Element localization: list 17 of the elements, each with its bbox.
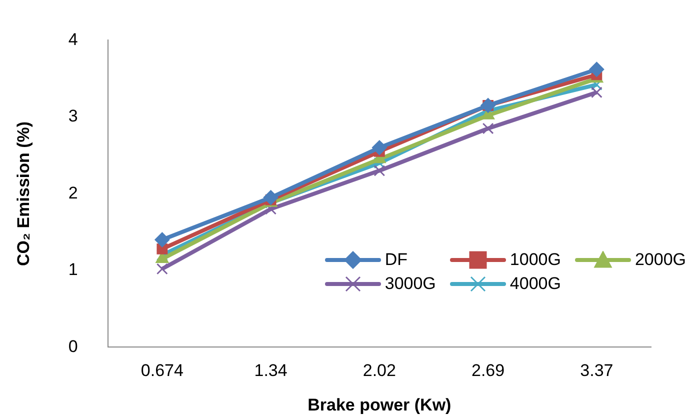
legend-label: DF (384, 250, 408, 270)
x-tick-label: 2.02 (362, 361, 396, 380)
x-axis-title: Brake power (Kw) (308, 395, 452, 414)
legend-label: 1000G (510, 250, 561, 270)
y-tick-label: 2 (68, 183, 78, 202)
y-tick-label: 0 (68, 336, 78, 356)
y-tick-label: 4 (68, 30, 78, 49)
x-tick-label: 1.34 (254, 361, 288, 380)
legend-label: 2000G (634, 250, 686, 270)
y-tick-label: 1 (68, 260, 78, 280)
y-axis-title: CO₂ Emission (%) (14, 121, 33, 266)
x-tick-label: 2.69 (472, 361, 505, 380)
y-tick-label: 3 (68, 106, 78, 126)
legend-label: 3000G (384, 274, 436, 294)
legend-label: 4000G (510, 274, 561, 294)
x-tick-label: 0.674 (140, 361, 184, 380)
x-tick-label: 3.37 (580, 361, 614, 380)
